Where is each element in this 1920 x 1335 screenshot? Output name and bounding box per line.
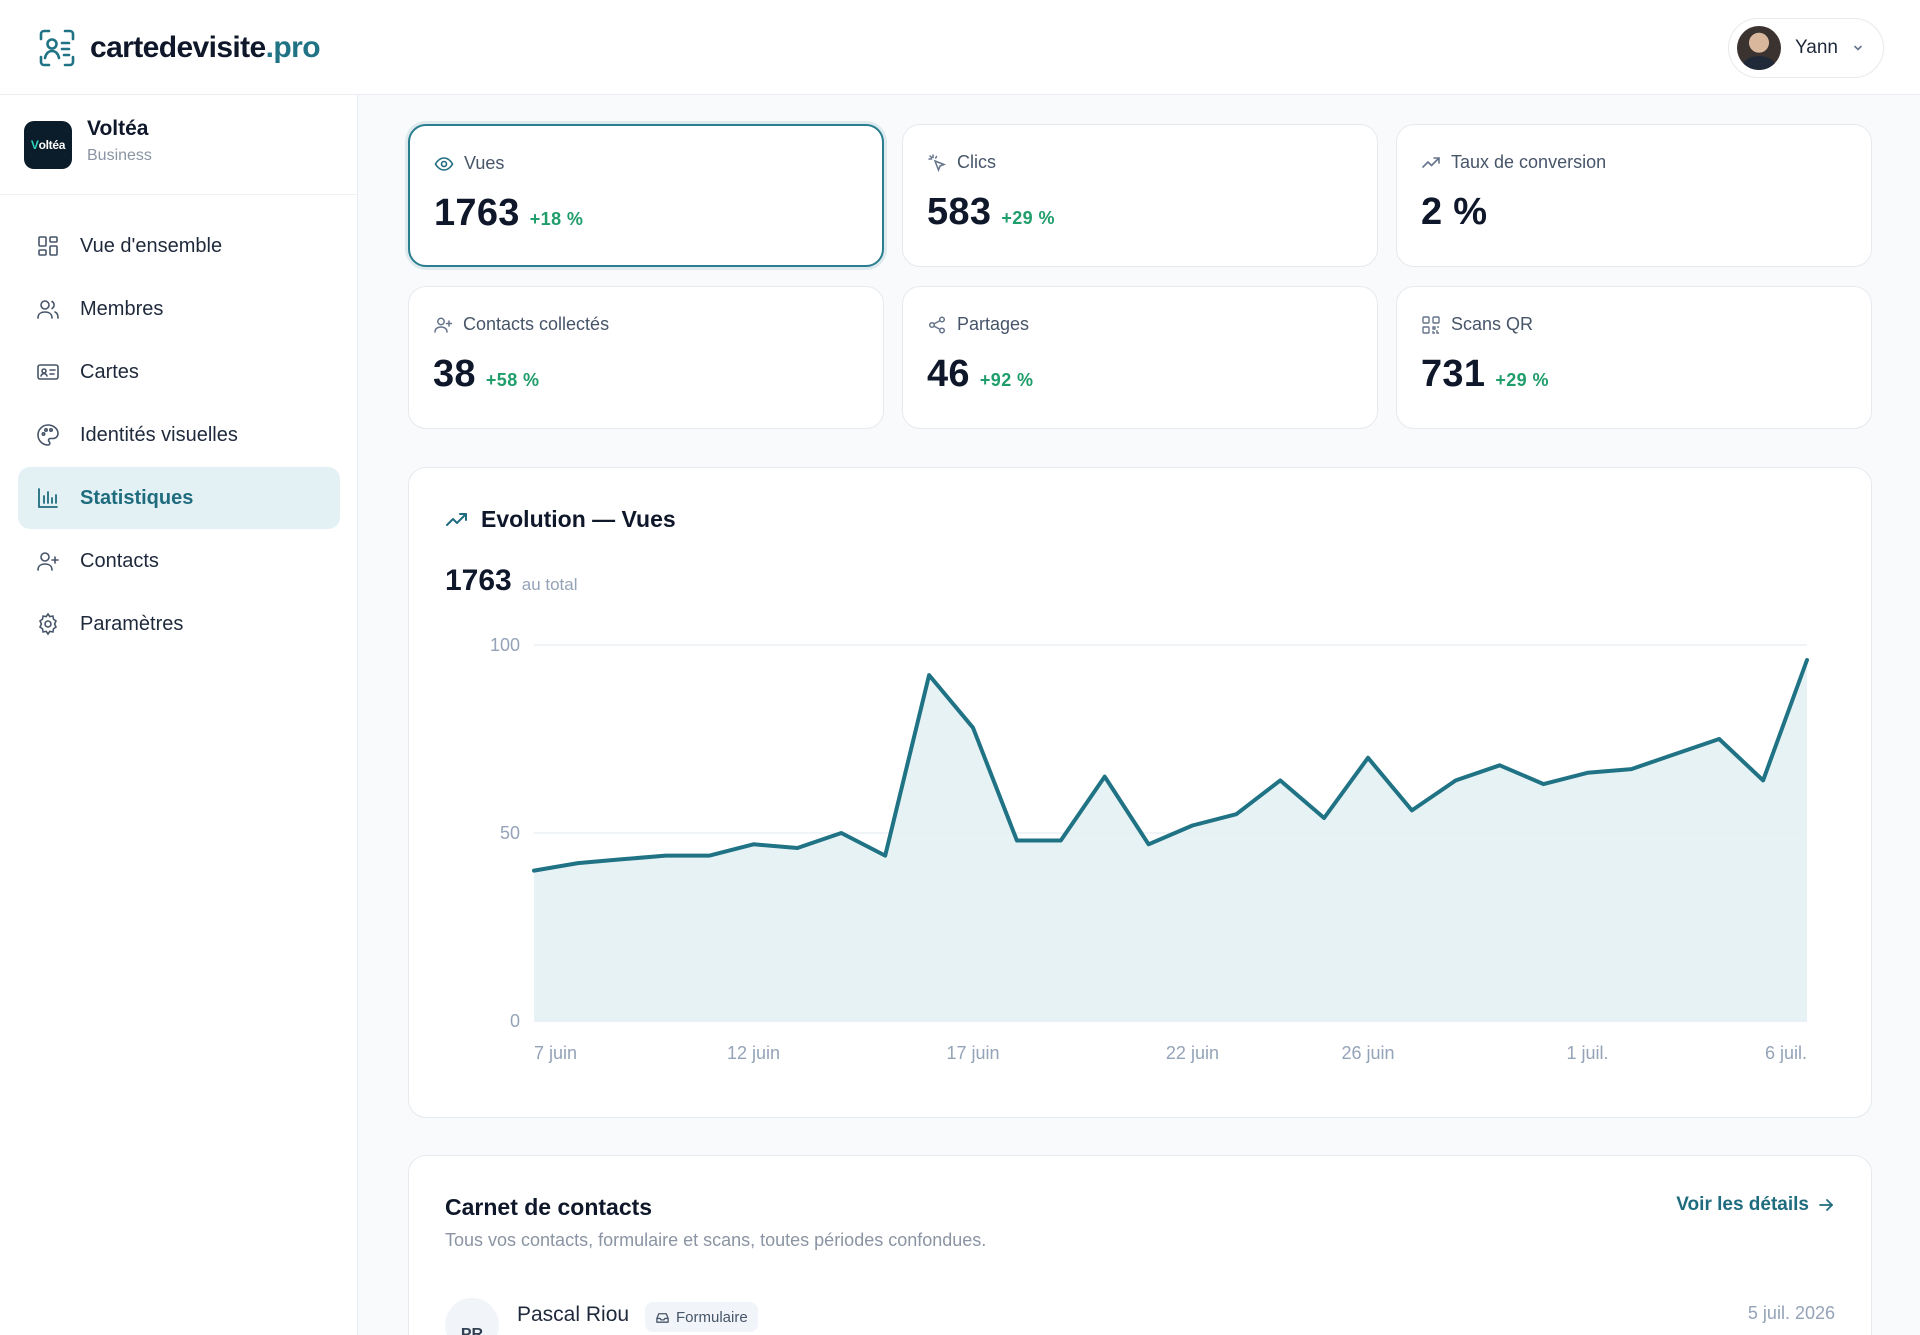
- kpi-card-clicks[interactable]: Clics 583 +29 %: [902, 124, 1378, 267]
- sidebar-item-cards[interactable]: Cartes: [18, 341, 340, 403]
- views-line-chart: 0 50 100 7 juin 12 juin 17 juin 22 juin 26 juin…: [490, 635, 1809, 1063]
- kpi-delta: +29 %: [1495, 370, 1549, 390]
- sidebar-item-label: Cartes: [80, 360, 139, 383]
- sidebar-item-label: Contacts: [80, 549, 159, 572]
- kpi-label: Partages: [957, 314, 1030, 334]
- kpi-value: 1763: [434, 192, 520, 234]
- sidebar-item-label: Statistiques: [80, 486, 194, 509]
- palette-icon: [37, 424, 59, 446]
- trending-up-icon: [1422, 156, 1440, 168]
- gear-icon: [39, 612, 57, 636]
- y-tick-label: 100: [490, 635, 520, 655]
- contacts-subtitle: Tous vos contacts, formulaire et scans, …: [445, 1230, 987, 1250]
- kpi-card-views[interactable]: Vues 1763 +18 %: [408, 124, 884, 267]
- x-tick-label: 17 juin: [946, 1043, 999, 1063]
- bar-chart-icon: [38, 488, 58, 508]
- kpi-card-qr-scans[interactable]: Scans QR 731 +29 %: [1396, 286, 1872, 429]
- sidebar-item-label: Vue d'ensemble: [80, 234, 223, 257]
- share-icon: [928, 315, 946, 334]
- contacts-title: Carnet de contacts: [445, 1194, 653, 1220]
- kpi-label: Clics: [957, 152, 996, 172]
- y-tick-label: 0: [510, 1011, 520, 1031]
- arrow-right-icon: [1819, 1199, 1833, 1211]
- sidebar-item-settings[interactable]: Paramètres: [18, 593, 340, 655]
- kpi-label: Contacts collectés: [463, 314, 610, 334]
- user-avatar: [1737, 26, 1781, 70]
- trending-up-icon: [446, 512, 467, 526]
- kpi-value: 38: [433, 353, 476, 395]
- kpi-delta: +18 %: [529, 209, 584, 229]
- chart-total-label: au total: [521, 575, 578, 594]
- kpi-delta: +92 %: [979, 370, 1034, 390]
- x-tick-label: 7 juin: [534, 1043, 577, 1063]
- users-icon: [37, 300, 59, 319]
- y-tick-label: 50: [500, 823, 520, 843]
- brand-logo[interactable]: cartedevisite.pro: [38, 28, 321, 68]
- x-tick-label: 1 juil.: [1567, 1043, 1609, 1063]
- kpi-delta: +58 %: [485, 370, 540, 390]
- id-card-icon: [37, 364, 59, 380]
- x-tick-label: 22 juin: [1166, 1043, 1219, 1063]
- kpi-value: 731: [1421, 353, 1486, 395]
- chart-title: Evolution — Vues: [481, 506, 676, 532]
- kpi-card-conversion[interactable]: Taux de conversion 2 %: [1396, 124, 1872, 267]
- organization-plan: Business: [87, 147, 152, 164]
- contact-source-badge: Formulaire: [645, 1302, 758, 1332]
- views-chart-card: Evolution — Vues 1763 au total 0 50 100 7 ju…: [408, 467, 1872, 1118]
- sidebar-item-overview[interactable]: Vue d'ensemble: [18, 215, 340, 277]
- organization-name: Voltéa: [87, 117, 149, 140]
- area-fill: [534, 660, 1807, 1021]
- kpi-value: 46: [927, 353, 970, 395]
- contact-date: 5 juil. 2026: [1747, 1303, 1835, 1323]
- user-name: Yann: [1795, 37, 1838, 58]
- x-tick-label: 12 juin: [727, 1043, 780, 1063]
- kpi-value: 583: [927, 191, 992, 233]
- x-tick-label: 6 juil.: [1765, 1043, 1807, 1063]
- contacts-card: Carnet de contacts Tous vos contacts, fo…: [408, 1155, 1872, 1335]
- sidebar-item-label: Membres: [80, 297, 164, 320]
- sidebar-item-contacts[interactable]: Contacts: [18, 530, 340, 592]
- kpi-label: Scans QR: [1451, 314, 1534, 334]
- kpi-label: Taux de conversion: [1451, 152, 1607, 172]
- contact-avatar: PR: [445, 1298, 499, 1335]
- qr-code-icon: [1422, 315, 1440, 334]
- sidebar-item-statistics[interactable]: Statistiques: [18, 467, 340, 529]
- contact-name[interactable]: Pascal Riou: [517, 1303, 630, 1326]
- kpi-card-contacts[interactable]: Contacts collectés 38 +58 %: [408, 286, 884, 429]
- user-plus-icon: [434, 317, 453, 333]
- pointer-click-icon: [928, 153, 947, 172]
- kpi-card-shares[interactable]: Partages 46 +92 %: [902, 286, 1378, 429]
- sidebar-item-label: Identités visuelles: [80, 423, 238, 446]
- chevron-down-icon: [1854, 45, 1862, 51]
- sidebar-item-visual-identities[interactable]: Identités visuelles: [18, 404, 340, 466]
- top-bar: cartedevisite.pro Yann: [0, 0, 1920, 95]
- series-line: [532, 658, 1809, 873]
- kpi-delta: +29 %: [1001, 208, 1055, 228]
- user-menu-button[interactable]: Yann: [1728, 18, 1884, 78]
- view-details-link[interactable]: Voir les détails: [1676, 1194, 1835, 1216]
- inbox-icon: [656, 1312, 669, 1323]
- sidebar-nav: Vue d'ensemble Membres Cartes Identités …: [18, 215, 340, 656]
- user-plus-icon: [37, 552, 59, 571]
- chart-total: 1763: [445, 564, 512, 597]
- eye-icon: [434, 156, 454, 171]
- sidebar-item-label: Paramètres: [80, 612, 184, 635]
- x-tick-label: 26 juin: [1342, 1043, 1395, 1063]
- kpi-value: 2 %: [1421, 191, 1488, 233]
- brand-name: cartedevisite.pro: [90, 31, 321, 64]
- brand-logo-icon: [39, 29, 75, 67]
- kpi-label: Vues: [464, 153, 505, 173]
- dashboard-icon: [38, 236, 58, 256]
- sidebar-item-members[interactable]: Membres: [18, 278, 340, 340]
